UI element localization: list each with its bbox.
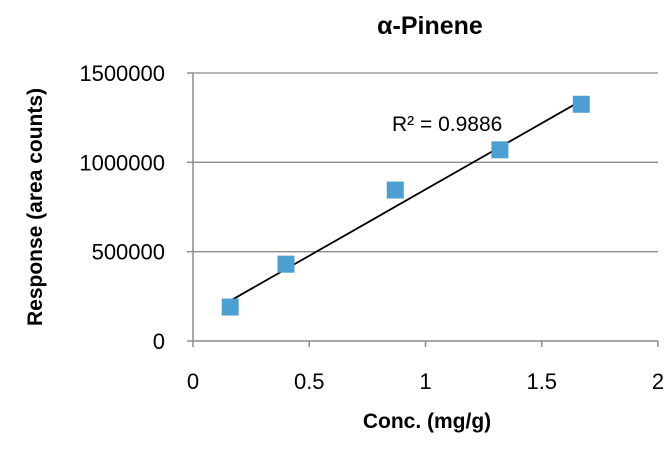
x-tick-label-0: 0 — [187, 369, 199, 394]
data-point-0-0 — [221, 298, 239, 316]
axis-layer: 0 0.5 1 1.5 2 0 500000 1000000 1500000 — [79, 61, 664, 394]
x-tick-label-1: 0.5 — [294, 369, 325, 394]
y-tick-label-1: 500000 — [92, 240, 165, 265]
x-tick-label-3: 1.5 — [526, 369, 557, 394]
y-tick-label-2: 1000000 — [79, 150, 165, 175]
x-axis-label: Conc. (mg/g) — [363, 410, 491, 433]
data-point-0-1 — [277, 255, 295, 273]
data-point-0-4 — [572, 95, 590, 113]
grid-layer — [193, 72, 658, 253]
x-tick-label-2: 1 — [419, 369, 431, 394]
y-tick-label-3: 1500000 — [79, 61, 165, 86]
y-tick-label-0: 0 — [153, 329, 165, 354]
point-layer — [221, 95, 590, 316]
y-axis-label: Response (area counts) — [24, 88, 47, 326]
data-point-0-2 — [386, 181, 404, 199]
r-squared-annotation: R² = 0.9886 — [392, 113, 502, 136]
chart-title: α-Pinene — [377, 12, 483, 40]
x-tick-label-4: 2 — [652, 369, 664, 394]
data-point-0-3 — [491, 141, 509, 159]
